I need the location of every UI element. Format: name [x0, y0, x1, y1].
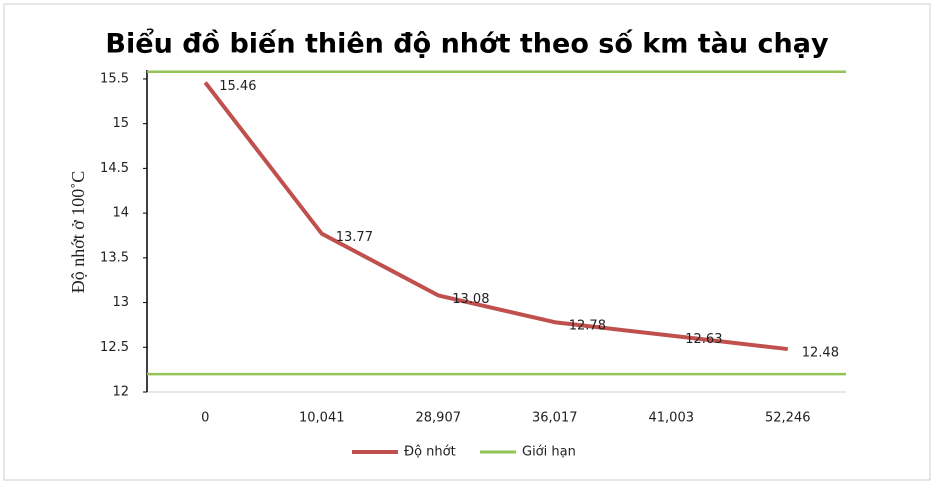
x-tick-label: 0: [201, 411, 209, 426]
x-tick-label: 10,041: [299, 411, 345, 426]
data-label: 13.08: [452, 292, 489, 307]
y-tick-label: 13: [112, 295, 129, 310]
x-tick-label: 41,003: [649, 411, 695, 426]
data-label: 12.48: [802, 346, 839, 361]
legend-label: Độ nhớt: [404, 445, 456, 460]
series-line: [203, 81, 788, 352]
chart-title: Biểu đồ biến thiên độ nhớt theo số km tà…: [105, 27, 829, 60]
x-tick-label: 36,017: [532, 411, 578, 426]
legend-label: Giới hạn: [522, 445, 576, 460]
y-tick-label: 12.5: [100, 340, 129, 355]
y-tick-label: 15: [112, 116, 129, 131]
data-label: 12.78: [569, 319, 606, 334]
data-label: 15.46: [219, 79, 256, 94]
y-tick-label: 14: [112, 206, 129, 221]
data-label: 12.63: [685, 332, 722, 347]
y-tick-label: 13.5: [100, 250, 129, 265]
chart-frame: [3, 3, 931, 481]
data-label: 13.77: [336, 230, 373, 245]
y-axis-label: Độ nhớt ở 100˚C: [68, 171, 88, 294]
y-tick-label: 12: [112, 385, 129, 400]
x-tick-label: 28,907: [416, 411, 462, 426]
y-tick-label: 14.5: [100, 161, 129, 176]
x-tick-label: 52,246: [765, 411, 811, 426]
y-tick-label: 15.5: [100, 71, 129, 86]
